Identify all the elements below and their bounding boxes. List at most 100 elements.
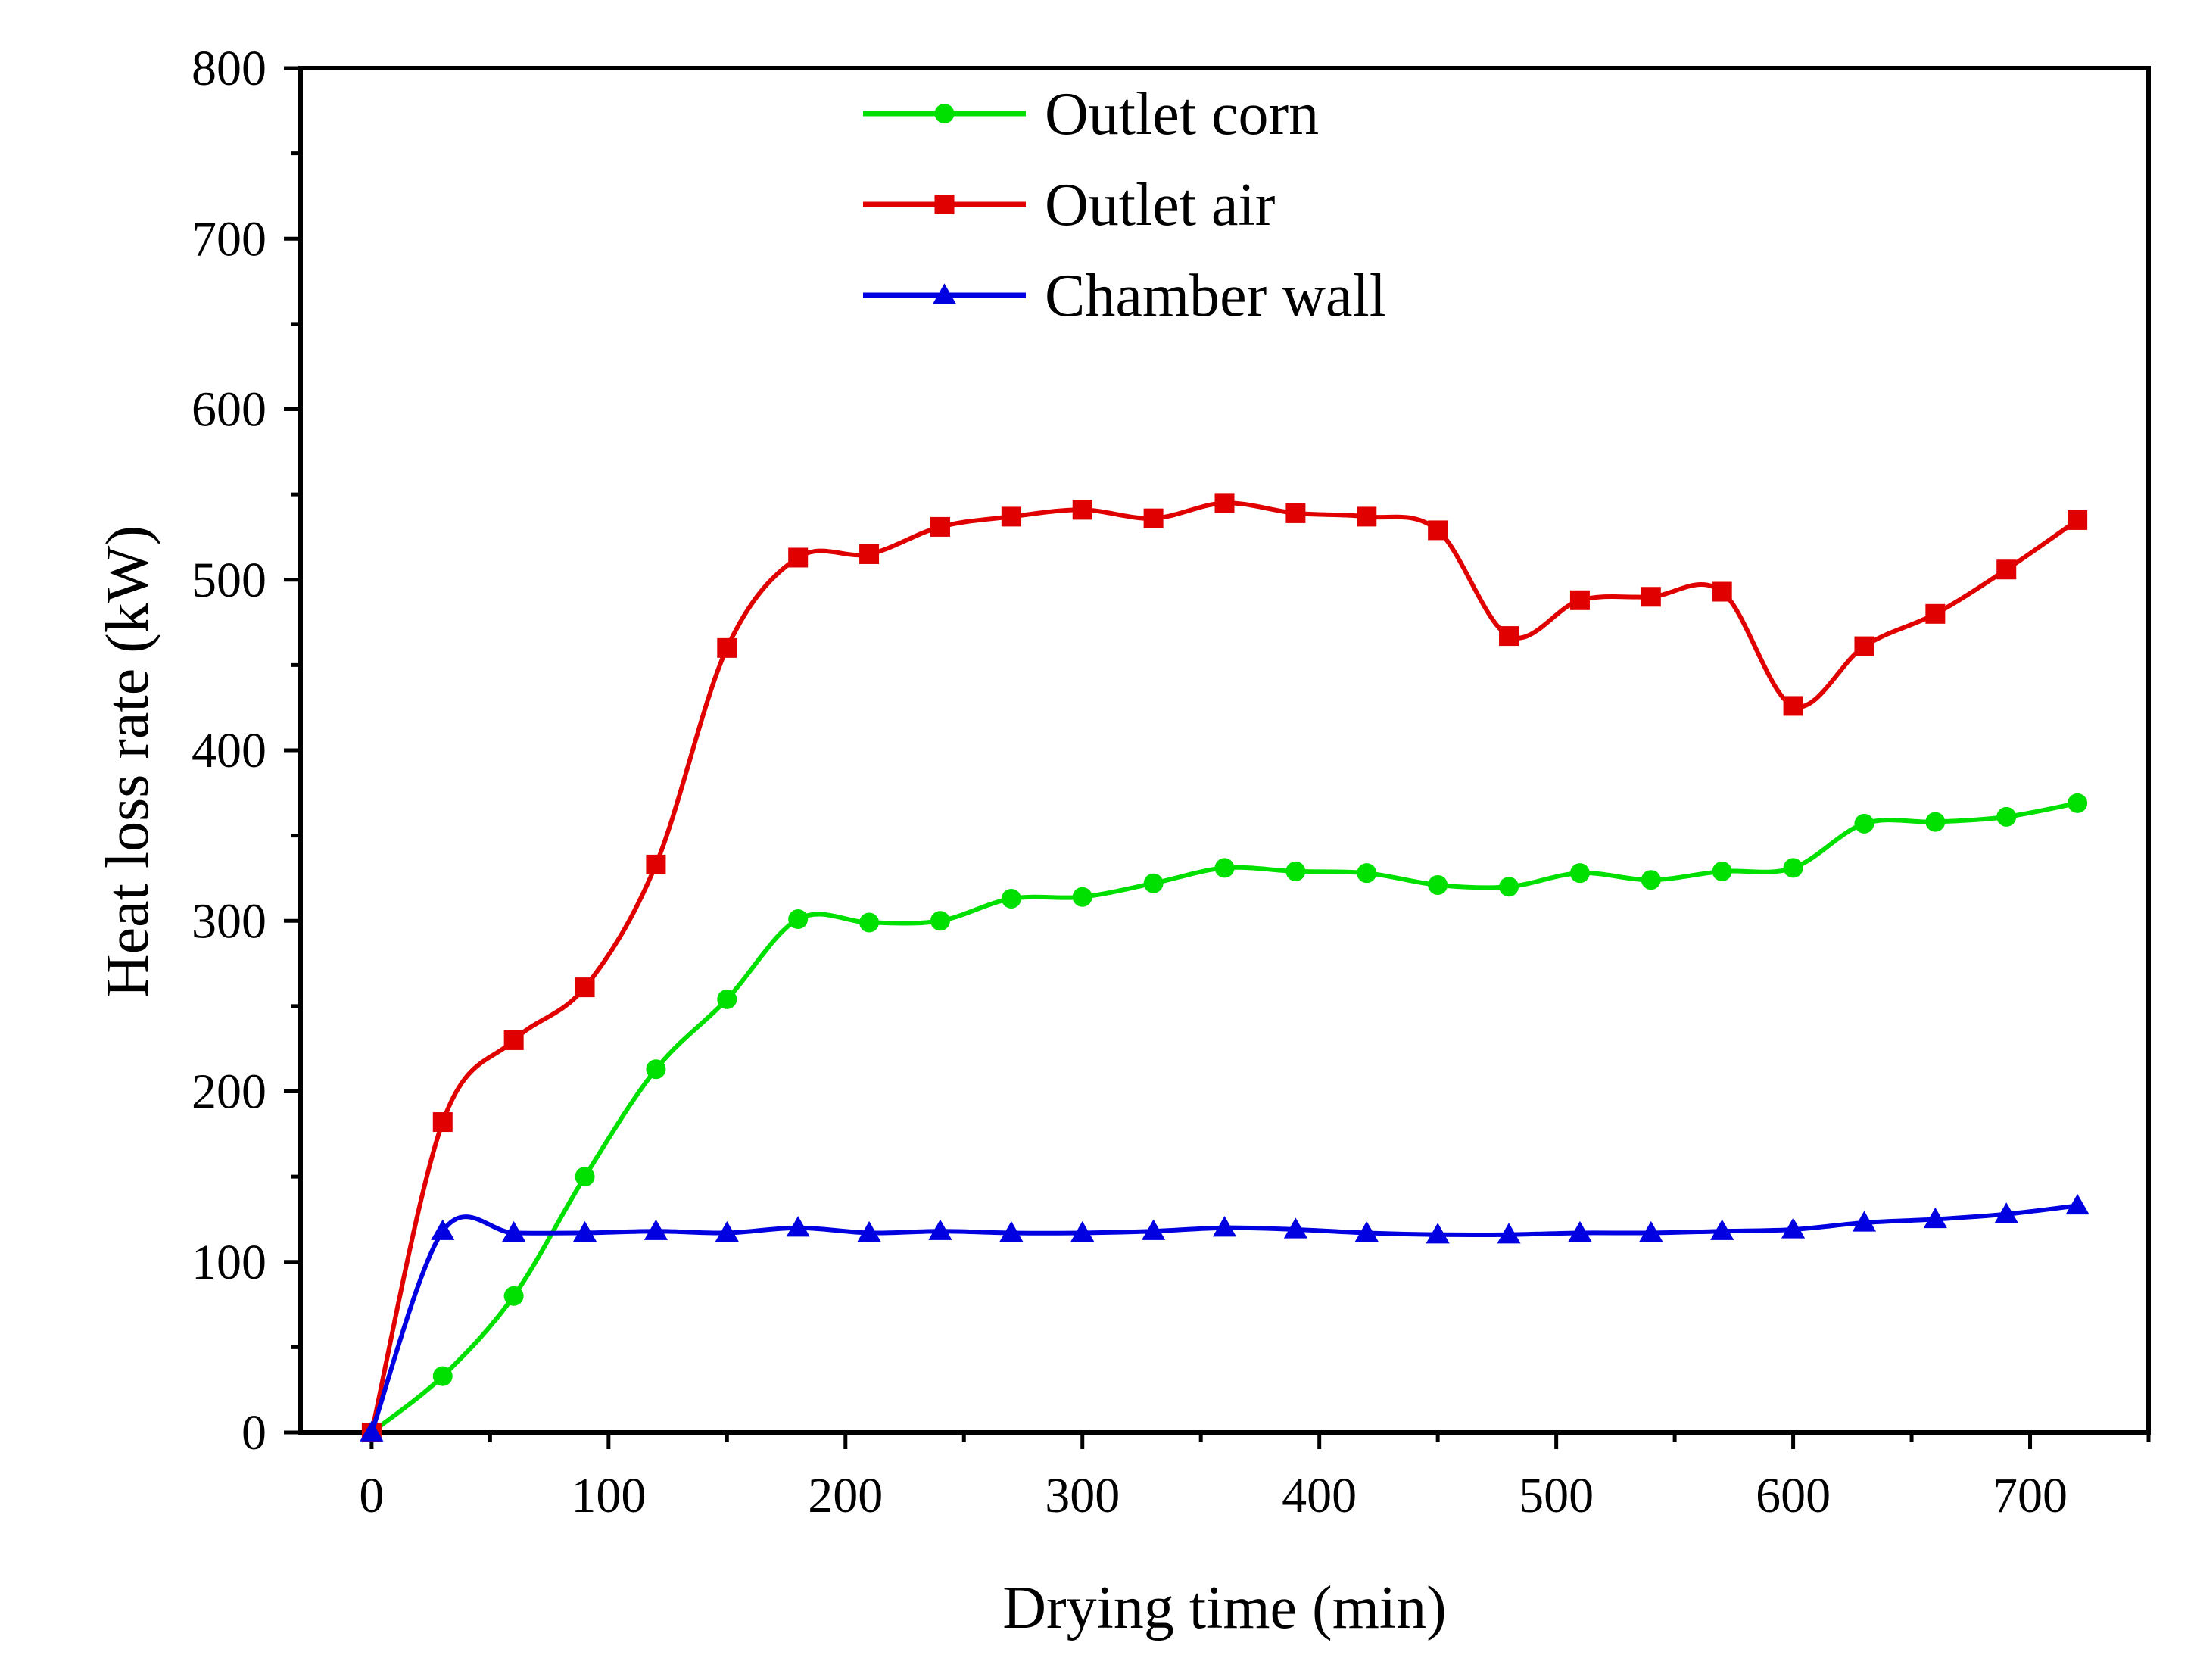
data-point-outlet-air bbox=[503, 1030, 524, 1050]
x-axis-title: Drying time (min) bbox=[1002, 1575, 1447, 1641]
data-point-chamber-wall bbox=[2065, 1193, 2089, 1215]
x-tick-label: 100 bbox=[571, 1468, 646, 1523]
data-point-chamber-wall bbox=[644, 1219, 668, 1240]
y-tick-label: 300 bbox=[192, 893, 266, 949]
data-point-chamber-wall bbox=[502, 1220, 526, 1242]
data-point-outlet-air bbox=[859, 544, 880, 564]
data-point-chamber-wall bbox=[1354, 1220, 1379, 1242]
legend: Outlet corn Outlet air Chamber wall bbox=[863, 81, 1386, 329]
data-point-outlet-air bbox=[1357, 506, 1377, 527]
data-point-outlet-air bbox=[788, 547, 809, 568]
series-outlet-corn bbox=[361, 793, 2088, 1442]
data-point-outlet-corn bbox=[432, 1366, 453, 1386]
data-point-outlet-air bbox=[432, 1112, 453, 1133]
data-point-outlet-air bbox=[1925, 603, 1946, 624]
legend-marker bbox=[934, 195, 955, 214]
data-point-outlet-corn bbox=[859, 912, 880, 933]
data-point-chamber-wall bbox=[1923, 1207, 1947, 1229]
data-point-chamber-wall bbox=[1497, 1223, 1521, 1244]
data-point-outlet-air bbox=[575, 977, 595, 998]
data-point-outlet-corn bbox=[503, 1286, 524, 1306]
data-point-outlet-corn bbox=[2068, 793, 2088, 813]
data-point-outlet-air bbox=[1001, 506, 1021, 527]
series-outlet-air bbox=[361, 493, 2088, 1442]
y-tick-label: 100 bbox=[192, 1235, 266, 1290]
data-point-outlet-air bbox=[1996, 559, 2017, 580]
data-point-chamber-wall bbox=[1994, 1202, 2018, 1223]
x-tick-label: 0 bbox=[359, 1468, 384, 1523]
data-point-outlet-corn bbox=[1357, 863, 1377, 884]
y-tick-label: 500 bbox=[192, 553, 266, 608]
data-point-outlet-corn bbox=[1569, 863, 1590, 884]
data-point-outlet-corn bbox=[717, 989, 737, 1009]
data-point-chamber-wall bbox=[928, 1219, 952, 1240]
data-point-outlet-air bbox=[1428, 520, 1448, 541]
series-chamber-wall bbox=[360, 1193, 2089, 1442]
x-tick-label: 400 bbox=[1282, 1468, 1357, 1523]
data-point-outlet-corn bbox=[1641, 870, 1661, 890]
data-point-chamber-wall bbox=[715, 1220, 739, 1242]
data-point-chamber-wall bbox=[999, 1220, 1024, 1242]
legend-item-outlet-air: Outlet air bbox=[863, 172, 1275, 238]
data-point-outlet-corn bbox=[788, 909, 809, 929]
data-point-outlet-air bbox=[1854, 636, 1874, 656]
data-point-outlet-air bbox=[646, 854, 666, 874]
data-point-chamber-wall bbox=[1212, 1216, 1237, 1237]
legend-marker bbox=[934, 104, 955, 123]
legend-marker bbox=[932, 283, 957, 304]
y-tick-label: 400 bbox=[192, 723, 266, 778]
legend-label: Outlet corn bbox=[1045, 81, 1319, 148]
y-tick-label: 800 bbox=[192, 41, 266, 96]
y-tick-label: 0 bbox=[242, 1405, 266, 1460]
data-point-outlet-air bbox=[1499, 626, 1519, 647]
data-point-chamber-wall bbox=[786, 1216, 810, 1237]
data-point-chamber-wall bbox=[1710, 1219, 1734, 1240]
data-point-outlet-corn bbox=[1925, 812, 1946, 832]
data-point-outlet-corn bbox=[1854, 813, 1874, 834]
data-point-outlet-corn bbox=[1214, 858, 1235, 878]
y-axis-ticks: 0 100 200 300 400 500 600 700 800 bbox=[192, 41, 301, 1460]
data-point-outlet-air bbox=[1783, 696, 1803, 716]
data-point-chamber-wall bbox=[1852, 1211, 1877, 1232]
data-point-outlet-corn bbox=[1996, 806, 2017, 827]
data-point-outlet-corn bbox=[1499, 877, 1519, 897]
y-tick-label: 700 bbox=[192, 211, 266, 266]
data-point-outlet-corn bbox=[1428, 874, 1448, 895]
legend-label: Outlet air bbox=[1045, 172, 1275, 238]
data-point-chamber-wall bbox=[1426, 1223, 1450, 1244]
y-tick-label: 200 bbox=[192, 1064, 266, 1120]
data-point-chamber-wall bbox=[360, 1420, 384, 1442]
y-axis-title: Heat loss rate (kW) bbox=[95, 525, 161, 998]
data-point-chamber-wall bbox=[1070, 1220, 1095, 1242]
data-point-chamber-wall bbox=[572, 1220, 597, 1242]
data-point-chamber-wall bbox=[1639, 1220, 1663, 1242]
data-point-outlet-corn bbox=[1072, 887, 1092, 907]
legend-item-outlet-corn: Outlet corn bbox=[863, 81, 1319, 148]
x-tick-label: 200 bbox=[808, 1468, 883, 1523]
data-point-outlet-corn bbox=[930, 911, 950, 931]
data-point-chamber-wall bbox=[1283, 1217, 1307, 1239]
x-tick-label: 700 bbox=[1993, 1468, 2068, 1523]
data-point-outlet-air bbox=[2068, 510, 2088, 530]
legend-label: Chamber wall bbox=[1045, 263, 1386, 329]
data-point-outlet-corn bbox=[1143, 873, 1164, 893]
data-point-outlet-corn bbox=[1712, 861, 1732, 881]
x-tick-label: 300 bbox=[1045, 1468, 1120, 1523]
series-layer bbox=[360, 493, 2089, 1442]
legend-item-chamber-wall: Chamber wall bbox=[863, 263, 1386, 329]
data-point-outlet-corn bbox=[1001, 888, 1021, 909]
data-point-outlet-air bbox=[1214, 493, 1235, 513]
data-point-outlet-corn bbox=[646, 1059, 666, 1080]
data-point-outlet-air bbox=[717, 637, 737, 658]
y-tick-label: 600 bbox=[192, 382, 266, 438]
data-point-chamber-wall bbox=[1781, 1217, 1806, 1239]
data-point-outlet-air bbox=[1569, 590, 1590, 610]
data-point-chamber-wall bbox=[1568, 1220, 1592, 1242]
x-tick-label: 500 bbox=[1519, 1468, 1594, 1523]
data-point-chamber-wall bbox=[1142, 1219, 1166, 1240]
data-point-outlet-corn bbox=[1783, 858, 1803, 878]
x-axis-ticks: 0 100 200 300 400 500 600 700 bbox=[359, 1432, 2151, 1523]
data-point-outlet-air bbox=[1641, 587, 1661, 607]
